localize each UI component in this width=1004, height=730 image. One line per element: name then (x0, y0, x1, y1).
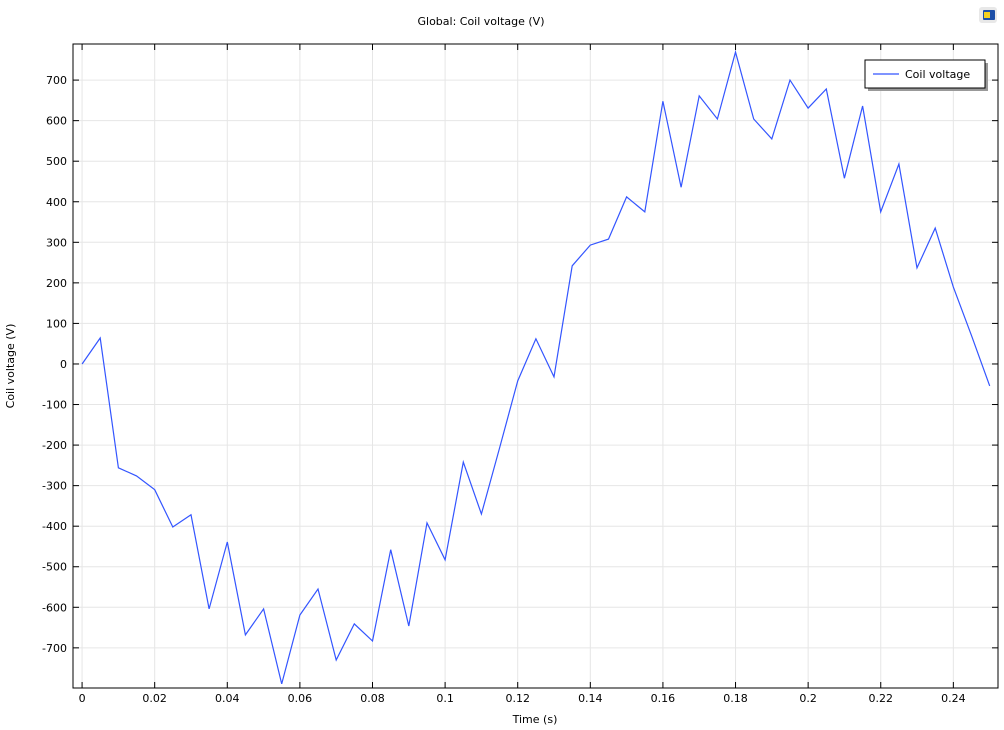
x-tick-label: 0.18 (723, 692, 748, 705)
y-tick-label: -300 (42, 480, 67, 493)
grid (73, 44, 998, 688)
y-tick-label: 700 (46, 74, 67, 87)
x-tick-label: 0.12 (505, 692, 530, 705)
x-tick-label: 0.22 (868, 692, 893, 705)
ticks: 0 0.02 0.04 0.06 0.08 0.1 0.12 0.14 0.16 0.18 0.2 0… (42, 44, 998, 705)
x-tick-label: 0.08 (360, 692, 385, 705)
y-tick-label: 100 (46, 317, 67, 330)
x-tick-label: 0.14 (578, 692, 603, 705)
x-axis-label: Time (s) (512, 713, 558, 726)
y-tick-label: 0 (60, 358, 67, 371)
y-tick-label: -700 (42, 642, 67, 655)
y-tick-label: 600 (46, 115, 67, 128)
y-axis-label: Coil voltage (V) (4, 324, 17, 409)
chart-title: Global: Coil voltage (V) (417, 15, 544, 28)
x-tick-label: 0.04 (215, 692, 240, 705)
x-tick-label: 0.2 (799, 692, 817, 705)
y-tick-label: 500 (46, 155, 67, 168)
plot-frame (72, 43, 999, 689)
x-tick-label: 0 (79, 692, 86, 705)
x-tick-label: 0.16 (651, 692, 676, 705)
x-tick-label: 0.06 (288, 692, 313, 705)
y-tick-label: -500 (42, 561, 67, 574)
y-tick-label: -100 (42, 399, 67, 412)
y-tick-label: 200 (46, 277, 67, 290)
y-tick-label: -400 (42, 520, 67, 533)
series-line-coil-voltage (81, 49, 991, 685)
series-lines (81, 49, 991, 685)
legend: Coil voltage (864, 59, 988, 91)
comsol-graphics-icon[interactable] (979, 7, 997, 23)
x-tick-label: 0.1 (436, 692, 454, 705)
y-tick-label: -200 (42, 439, 67, 452)
y-tick-label: -600 (42, 601, 67, 614)
y-tick-label: 300 (46, 236, 67, 249)
x-tick-label: 0.02 (142, 692, 167, 705)
x-tick-label: 0.24 (941, 692, 966, 705)
legend-label: Coil voltage (905, 68, 970, 81)
y-tick-label: 400 (46, 196, 67, 209)
